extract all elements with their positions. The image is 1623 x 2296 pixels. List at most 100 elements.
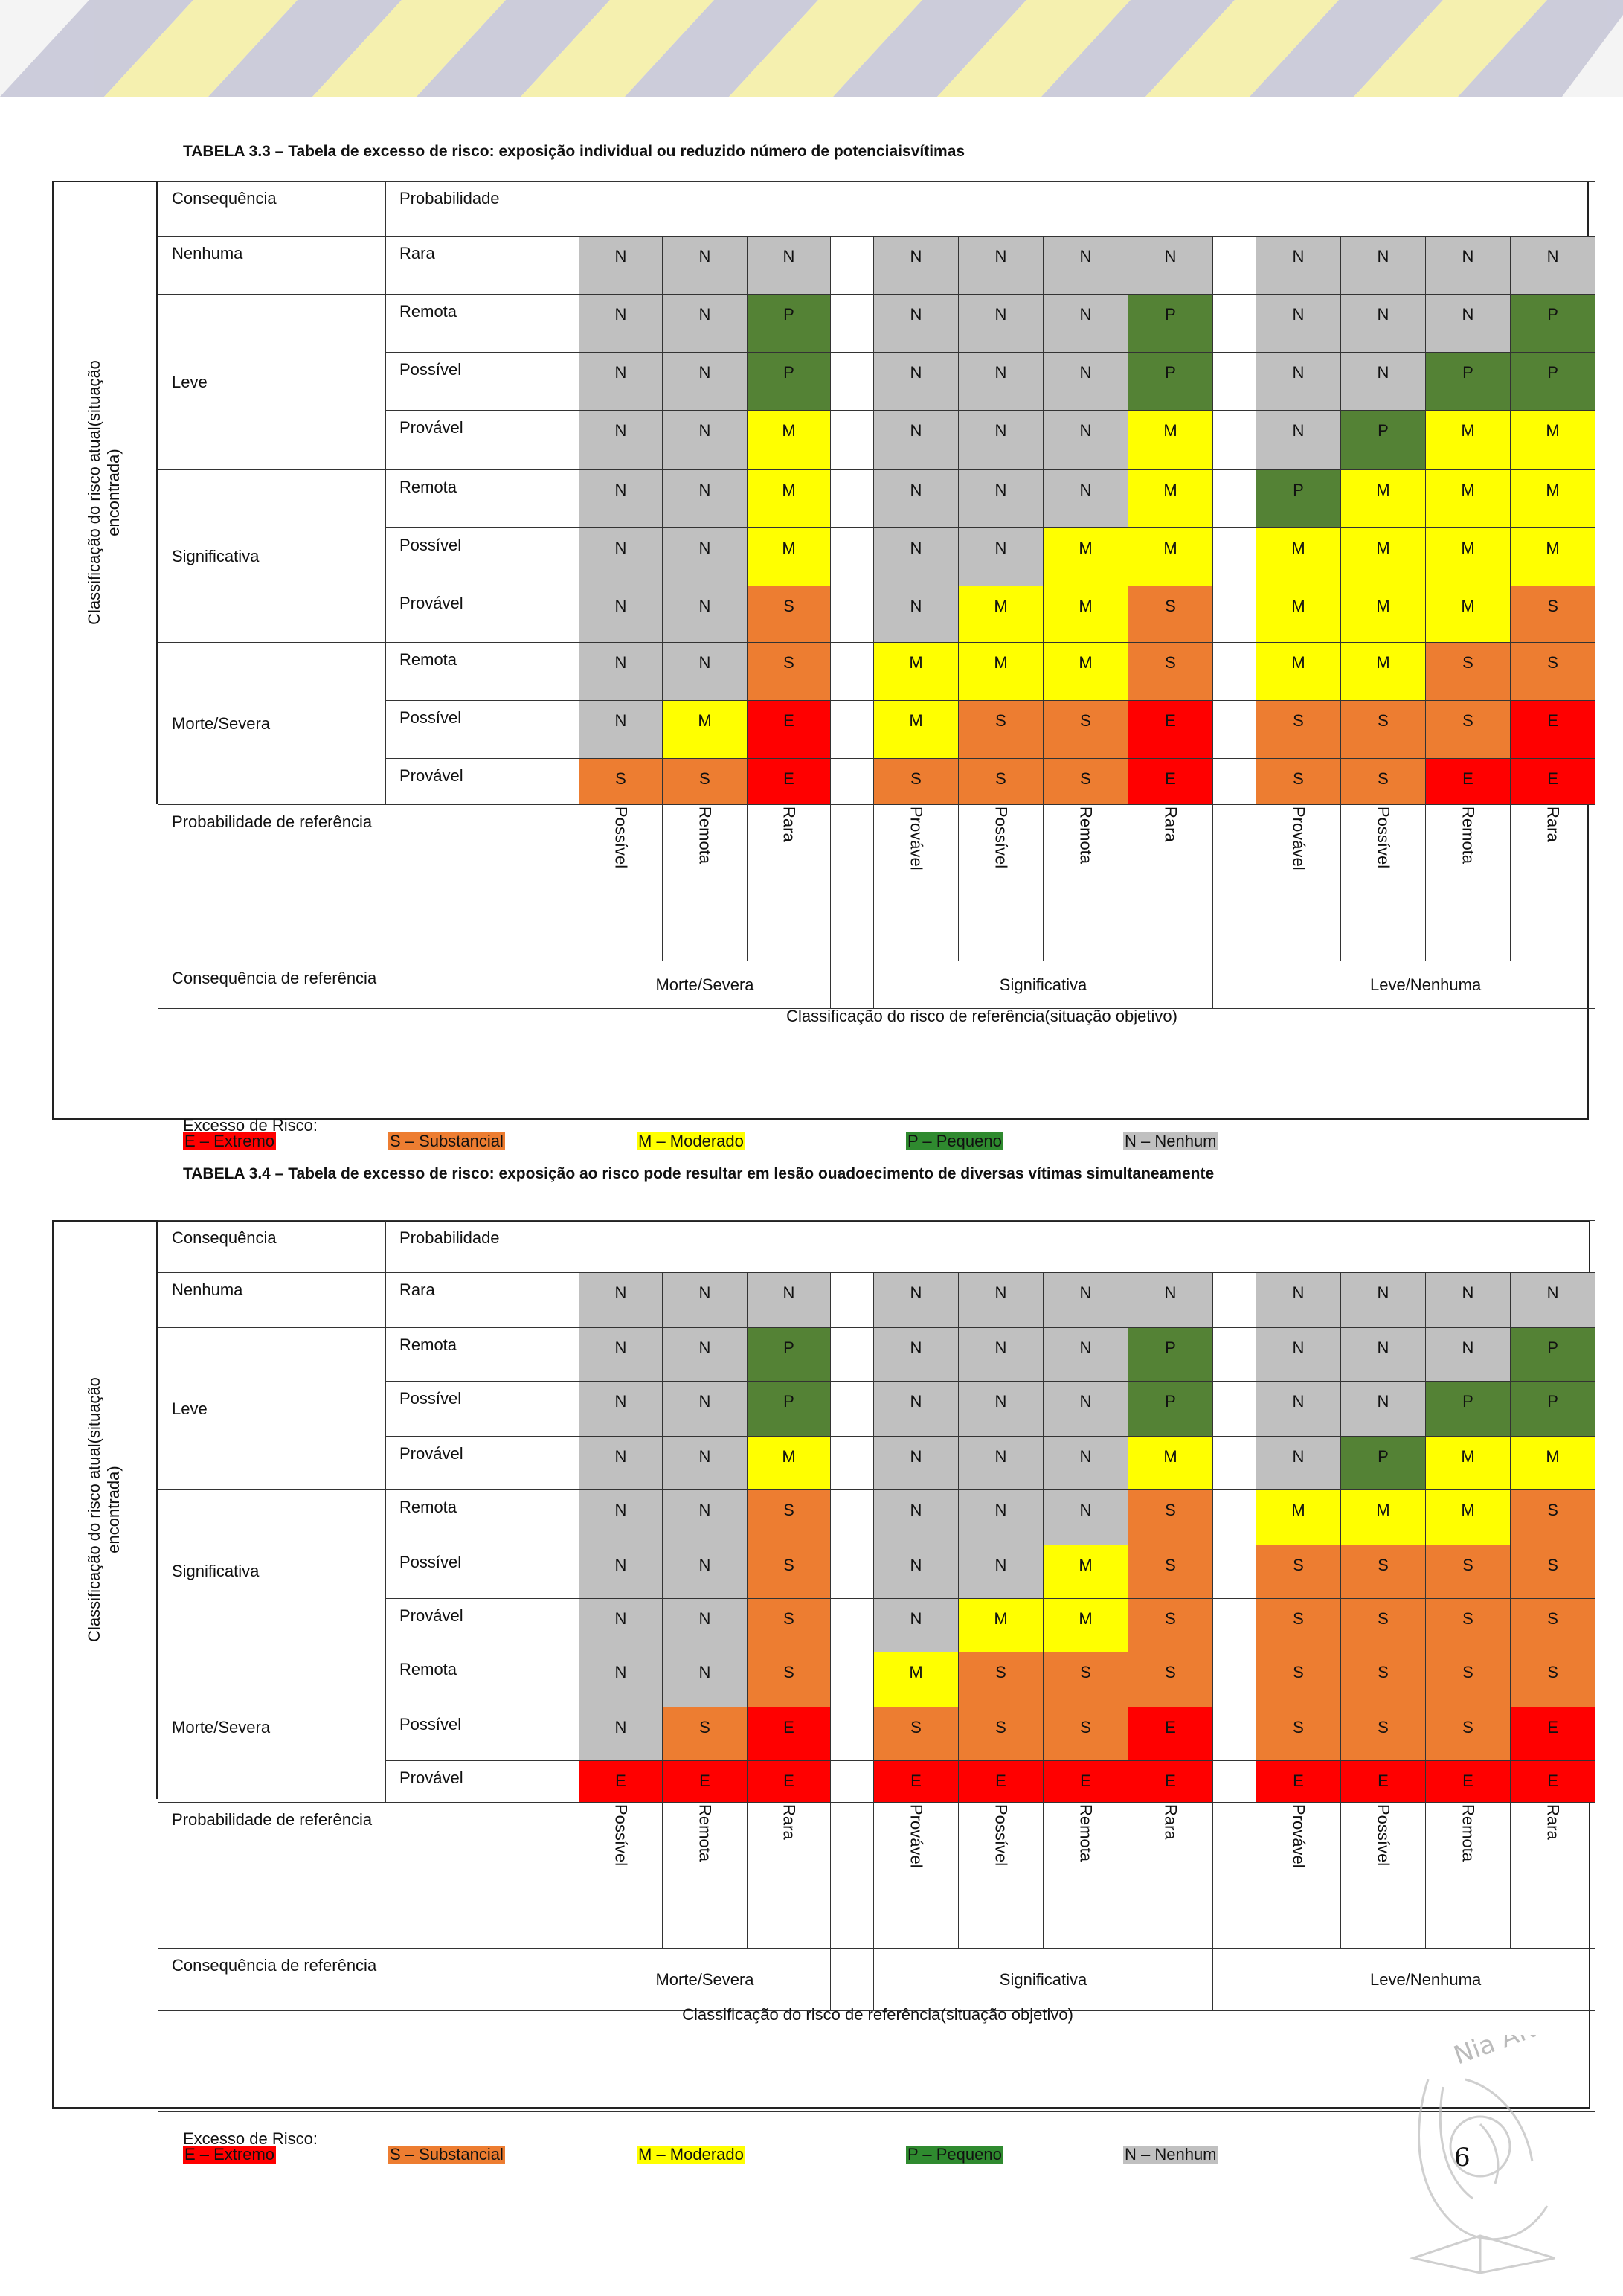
matrix-row: Possível N S E S S S E S S S E: [158, 1707, 1596, 1761]
legend-item-S: S – Substancial: [388, 2145, 505, 2164]
risk-cell: M: [1509, 1436, 1596, 1490]
risk-cell: N: [662, 352, 748, 411]
probability-label: Remota: [385, 642, 579, 701]
risk-cell: N: [1043, 236, 1128, 295]
gap-cell: [830, 527, 874, 586]
risk-cell: N: [1043, 1489, 1128, 1545]
matrix-row: Possível N N S N N M S S S S S: [158, 1545, 1596, 1599]
risk-table-3-4: Consequência Probabilidade Nenhuma Rara N N N N…: [157, 1220, 1596, 2112]
risk-cell: N: [662, 586, 748, 643]
risk-cell: N: [958, 469, 1044, 528]
consequence-header: Consequência: [158, 181, 386, 237]
risk-cell: E: [1128, 700, 1213, 759]
risk-cell: E: [1509, 1707, 1596, 1761]
matrix-row: Provável S S E S S S E S S E E: [158, 758, 1596, 805]
risk-cell: M: [747, 469, 831, 528]
probability-label: Possível: [385, 1545, 579, 1599]
risk-cell: M: [1425, 586, 1511, 643]
ref-probability-text: Rara: [780, 1804, 799, 1840]
ref-probability-label: Probabilidade de referência: [158, 804, 579, 961]
ref-consequence-label: Consequência de referência: [158, 1948, 579, 2011]
risk-cell: N: [579, 700, 663, 759]
gap-cell: [830, 1436, 874, 1490]
risk-cell: N: [958, 1545, 1044, 1599]
gap-cell: [830, 804, 874, 961]
risk-cell: M: [873, 642, 959, 701]
ref-probability-text: Provável: [907, 1804, 926, 1868]
risk-cell: N: [579, 1489, 663, 1545]
risk-cell: N: [662, 1381, 748, 1437]
ref-probability-row: Probabilidade de referência Possível Remot…: [158, 804, 1596, 961]
ref-probability-cell: Rara: [1128, 804, 1213, 961]
risk-matrix: Consequência Probabilidade Nenhuma Rara N N N N…: [157, 1220, 1596, 2112]
gap-cell: [830, 1948, 874, 2011]
matrix-row: Provável E E E E E E E E E E E: [158, 1760, 1596, 1803]
consequence-label: Morte/Severa: [158, 1652, 386, 1803]
gap-cell: [1212, 1948, 1256, 2011]
header-row: Consequência Probabilidade: [158, 181, 1596, 237]
probability-label: Possível: [385, 1381, 579, 1437]
risk-cell: N: [1256, 1272, 1341, 1328]
table-caption: TABELA 3.3 – Tabela de excesso de risco:…: [183, 143, 965, 160]
consequence-label: Leve: [158, 1327, 386, 1490]
ref-probability-cell: Possível: [1340, 1802, 1426, 1949]
logo-text: Nia ANOTE: [1450, 2035, 1584, 2071]
risk-cell: S: [1128, 586, 1213, 643]
ref-probability-text: Possível: [611, 807, 631, 869]
risk-cell: S: [958, 758, 1044, 805]
risk-cell: N: [1256, 1327, 1341, 1382]
risk-cell: N: [747, 236, 831, 295]
risk-cell: S: [1256, 758, 1341, 805]
risk-cell: S: [1128, 642, 1213, 701]
risk-cell: S: [1340, 1598, 1426, 1652]
risk-cell: E: [747, 700, 831, 759]
risk-cell: E: [1043, 1760, 1128, 1803]
gap-cell: [1212, 1760, 1256, 1803]
gap-cell: [830, 410, 874, 470]
matrix-row: Provável N N M N N N M N P M M: [158, 410, 1596, 470]
probability-label: Possível: [385, 527, 579, 586]
risk-cell: E: [747, 758, 831, 805]
risk-cell: M: [1425, 527, 1511, 586]
risk-cell: M: [1340, 1489, 1426, 1545]
probability-label: Provável: [385, 1760, 579, 1803]
legend: Excesso de Risco: E – Extremo S – Substanc…: [0, 2129, 1623, 2174]
matrix-row: Leve Remota N N P N N N P N N N P: [158, 1327, 1596, 1490]
gap-cell: [1212, 236, 1256, 295]
probability-label: Remota: [385, 1327, 579, 1382]
gap-cell: [830, 961, 874, 1009]
ref-consequence-cell: Morte/Severa: [579, 961, 831, 1009]
gap-cell: [1212, 586, 1256, 643]
ref-consequence-label: Consequência de referência: [158, 961, 579, 1009]
risk-cell: S: [1425, 1707, 1511, 1761]
risk-cell: S: [747, 1489, 831, 1545]
risk-cell: S: [958, 1652, 1044, 1707]
risk-cell: M: [1128, 1436, 1213, 1490]
risk-cell: N: [1425, 294, 1511, 353]
matrix-row: Morte/Severa Remota N N S M S S S S S S S: [158, 1652, 1596, 1803]
risk-cell: N: [873, 1545, 959, 1599]
risk-cell: N: [873, 410, 959, 470]
ref-probability-cell: Possível: [958, 1802, 1044, 1949]
risk-cell: E: [747, 1760, 831, 1803]
ref-probability-text: Remota: [1459, 1804, 1478, 1862]
risk-cell: N: [662, 527, 748, 586]
gap-cell: [830, 1802, 874, 1949]
legend-item-P: P – Pequeno: [906, 2145, 1003, 2164]
risk-cell: S: [1425, 1598, 1511, 1652]
probability-label: Rara: [385, 236, 579, 295]
gap-cell: [1212, 1436, 1256, 1490]
risk-cell: N: [579, 1436, 663, 1490]
risk-cell: N: [662, 294, 748, 353]
risk-cell: N: [958, 410, 1044, 470]
risk-cell: S: [958, 1707, 1044, 1761]
probability-label: Remota: [385, 1489, 579, 1545]
gap-cell: [830, 700, 874, 759]
ref-probability-text: Remota: [1076, 1804, 1096, 1862]
ref-probability-text: Provável: [1289, 807, 1308, 870]
gap-cell: [830, 1545, 874, 1599]
legend-item-M: M – Moderado: [637, 2145, 745, 2164]
gap-cell: [1212, 1327, 1256, 1382]
matrix-row: Provável N N M N N N M N P M M: [158, 1436, 1596, 1490]
risk-cell: S: [747, 1545, 831, 1599]
